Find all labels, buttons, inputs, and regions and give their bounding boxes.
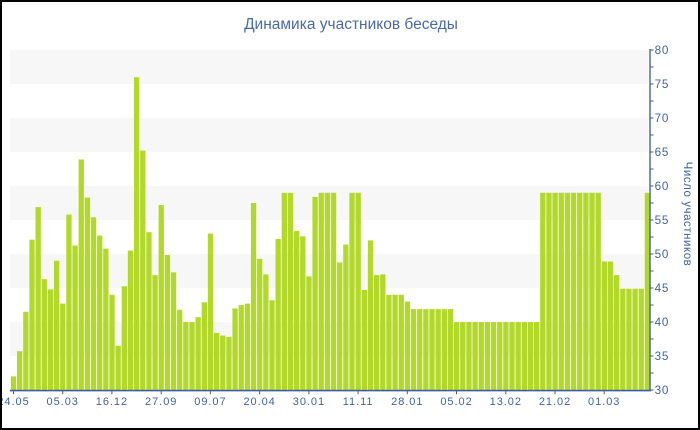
svg-text:35: 35 <box>655 350 670 363</box>
svg-text:21.02: 21.02 <box>539 396 571 408</box>
svg-text:55: 55 <box>655 214 670 227</box>
svg-text:11.11: 11.11 <box>343 396 374 408</box>
svg-text:50: 50 <box>655 248 670 261</box>
svg-text:40: 40 <box>655 316 670 329</box>
svg-text:Динамика участников беседы: Динамика участников беседы <box>244 16 458 33</box>
svg-text:80: 80 <box>655 44 670 57</box>
svg-text:16.12: 16.12 <box>96 396 128 408</box>
svg-text:27.09: 27.09 <box>145 396 177 408</box>
svg-text:75: 75 <box>655 78 670 91</box>
svg-text:60: 60 <box>655 180 670 193</box>
svg-text:09.07: 09.07 <box>194 396 226 408</box>
svg-text:65: 65 <box>655 146 670 159</box>
svg-text:Число участников: Число участников <box>681 162 693 267</box>
svg-text:01.03: 01.03 <box>588 396 620 408</box>
svg-text:45: 45 <box>655 282 670 295</box>
svg-text:20.04: 20.04 <box>243 396 275 408</box>
svg-text:28.01: 28.01 <box>391 396 423 408</box>
svg-text:05.02: 05.02 <box>440 396 472 408</box>
svg-text:30: 30 <box>655 384 670 397</box>
svg-text:05.03: 05.03 <box>47 396 79 408</box>
svg-text:24.05: 24.05 <box>0 396 30 408</box>
svg-text:30.01: 30.01 <box>293 396 325 408</box>
svg-text:13.02: 13.02 <box>490 396 522 408</box>
svg-text:70: 70 <box>655 112 670 125</box>
